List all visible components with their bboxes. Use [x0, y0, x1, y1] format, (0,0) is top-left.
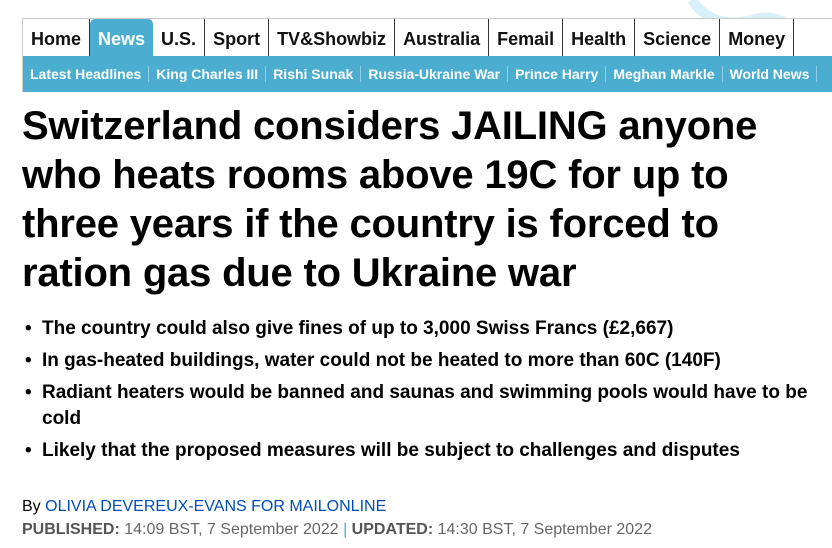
author-link[interactable]: OLIVIA DEVEREUX-EVANS FOR MAILONLINE [45, 498, 387, 515]
subnav-world-news[interactable]: World News [723, 66, 818, 82]
nav-news[interactable]: News [90, 19, 154, 57]
nav-us[interactable]: U.S. [153, 19, 206, 57]
sub-nav: Latest Headlines King Charles III Rishi … [22, 56, 832, 92]
published-label: PUBLISHED: [22, 521, 120, 538]
summary-bullets: The country could also give fines of up … [22, 316, 822, 470]
nav-science[interactable]: Science [635, 19, 721, 57]
subnav-king-charles[interactable]: King Charles III [149, 66, 267, 82]
byline-prefix: By [22, 498, 41, 515]
nav-australia[interactable]: Australia [395, 19, 490, 57]
bullet-item: The country could also give fines of up … [22, 316, 822, 342]
date-separator: | [343, 521, 348, 538]
subnav-rishi-sunak[interactable]: Rishi Sunak [266, 66, 362, 82]
subnav-meghan-markle[interactable]: Meghan Markle [606, 66, 723, 82]
bullet-item: Likely that the proposed measures will b… [22, 438, 822, 464]
updated-label: UPDATED: [351, 521, 434, 538]
nav-health[interactable]: Health [563, 19, 636, 57]
byline: By OLIVIA DEVEREUX-EVANS FOR MAILONLINE [22, 498, 386, 516]
nav-femail[interactable]: Femail [489, 19, 564, 57]
nav-home[interactable]: Home [23, 19, 91, 57]
nav-tvshowbiz[interactable]: TV&Showbiz [269, 19, 396, 57]
main-nav: Home News U.S. Sport TV&Showbiz Australi… [22, 18, 832, 57]
subnav-russia-ukraine[interactable]: Russia-Ukraine War [361, 66, 509, 82]
updated-date: 14:30 BST, 7 September 2022 [437, 521, 652, 538]
subnav-latest-headlines[interactable]: Latest Headlines [23, 66, 150, 82]
headline: Switzerland considers JAILING anyone who… [22, 104, 758, 295]
subnav-prince-harry[interactable]: Prince Harry [508, 66, 607, 82]
article-dates: PUBLISHED: 14:09 BST, 7 September 2022 |… [22, 521, 652, 539]
bullet-item: In gas-heated buildings, water could not… [22, 348, 822, 374]
nav-sport[interactable]: Sport [205, 19, 270, 57]
nav-money[interactable]: Money [720, 19, 795, 57]
published-date: 14:09 BST, 7 September 2022 [124, 521, 339, 538]
bullet-item: Radiant heaters would be banned and saun… [22, 380, 822, 432]
